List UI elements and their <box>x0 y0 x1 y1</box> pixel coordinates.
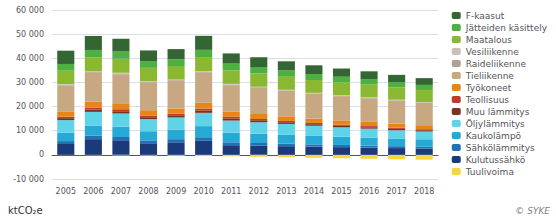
svg-text:2006: 2006 <box>83 187 103 196</box>
svg-text:Työkoneet: Työkoneet <box>465 83 512 93</box>
svg-text:10 000: 10 000 <box>16 126 44 135</box>
svg-text:2005: 2005 <box>56 187 76 196</box>
svg-text:2016: 2016 <box>359 187 379 196</box>
svg-text:2012: 2012 <box>249 187 269 196</box>
svg-text:50 000: 50 000 <box>16 30 44 39</box>
svg-text:Kaukolämpö: Kaukolämpö <box>466 131 522 141</box>
svg-text:40 000: 40 000 <box>16 54 44 63</box>
svg-text:2011: 2011 <box>221 187 241 196</box>
svg-text:Kulutussähkö: Kulutussähkö <box>466 155 526 165</box>
svg-text:F-kaasut: F-kaasut <box>466 11 505 21</box>
svg-text:Öljylämmitys: Öljylämmitys <box>466 119 525 129</box>
svg-text:Sähkölämmitys: Sähkölämmitys <box>466 143 535 153</box>
svg-text:2015: 2015 <box>331 187 351 196</box>
svg-text:ktCO₂e: ktCO₂e <box>8 205 43 216</box>
svg-text:2018: 2018 <box>414 187 434 196</box>
svg-text:0: 0 <box>39 150 44 159</box>
svg-text:2009: 2009 <box>166 187 186 196</box>
svg-text:© SYKE: © SYKE <box>515 206 550 216</box>
svg-text:Raideliikenne: Raideliikenne <box>466 59 527 69</box>
svg-text:2013: 2013 <box>276 187 296 196</box>
svg-text:2010: 2010 <box>193 187 213 196</box>
svg-text:60 000: 60 000 <box>16 6 44 15</box>
svg-text:2008: 2008 <box>138 187 158 196</box>
svg-text:Vesiliikenne: Vesiliikenne <box>466 47 520 57</box>
svg-text:2017: 2017 <box>386 187 406 196</box>
svg-text:Maatalous: Maatalous <box>466 35 513 45</box>
svg-text:20 000: 20 000 <box>16 102 44 111</box>
svg-text:Jätteiden käsittely: Jätteiden käsittely <box>465 23 548 33</box>
svg-text:Tieliikenne: Tieliikenne <box>465 71 515 81</box>
svg-text:Tuulivoima: Tuulivoima <box>465 167 514 177</box>
svg-text:-10 000: -10 000 <box>13 175 44 184</box>
svg-text:2007: 2007 <box>111 187 131 196</box>
svg-text:30 000: 30 000 <box>16 78 44 87</box>
svg-text:Teollisuus: Teollisuus <box>465 95 510 105</box>
svg-text:Muu lämmitys: Muu lämmitys <box>466 107 530 117</box>
svg-text:2014: 2014 <box>304 187 324 196</box>
